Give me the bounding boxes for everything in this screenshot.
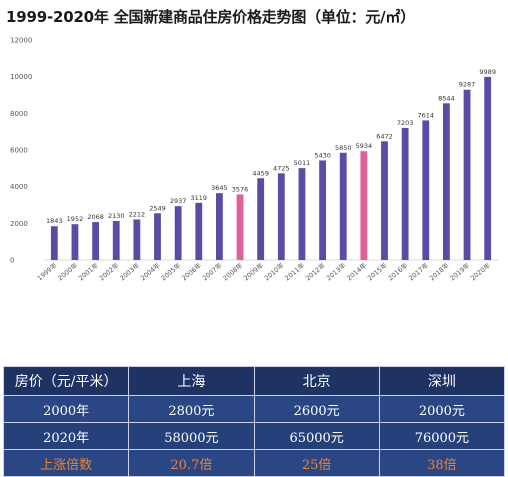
x-tick-label: 2006年 (180, 260, 204, 282)
bar (236, 194, 244, 260)
bar (422, 120, 430, 260)
table-cell: 58000元 (128, 422, 255, 450)
y-tick-label: 6000 (10, 147, 28, 155)
x-tick-label: 2004年 (138, 260, 162, 282)
data-label: 9287 (459, 81, 476, 89)
bar (443, 103, 450, 260)
bar (381, 141, 388, 260)
bar (195, 202, 203, 260)
data-label: 4725 (273, 164, 290, 172)
x-tick-label: 2005年 (159, 260, 183, 282)
y-tick-label: 0 (10, 257, 14, 265)
data-label: 9989 (479, 68, 496, 76)
x-tick-label: 2015年 (365, 260, 389, 282)
table-cell: 2000年 (2, 395, 130, 423)
bar (463, 89, 471, 260)
bar (298, 168, 306, 260)
bar (339, 152, 347, 260)
table-cell: 65000元 (253, 422, 380, 450)
table-cell: 2020年 (2, 422, 130, 450)
table-header-row: 房价（元/平米） 上海 北京 深圳 (2, 366, 506, 396)
x-tick-label: 2003年 (118, 260, 142, 282)
y-tick-label: 4000 (10, 183, 28, 191)
x-tick-label: 2013年 (324, 260, 348, 282)
bar (277, 173, 285, 260)
x-tick-label: 2002年 (97, 260, 121, 282)
x-tick-label: 2000年 (56, 260, 80, 282)
data-label: 4459 (252, 169, 269, 177)
x-tick-label: 2007年 (200, 260, 224, 282)
y-tick-label: 2000 (10, 220, 28, 228)
table-header-cell: 北京 (253, 366, 380, 396)
table-row-multiplier: 上涨倍数 20.7倍 25倍 38倍 (2, 449, 506, 477)
bar (484, 76, 492, 260)
bar (112, 220, 120, 260)
x-tick-label: 2008年 (221, 260, 245, 282)
data-label: 3645 (211, 184, 228, 192)
data-label: 5430 (314, 151, 331, 159)
data-label: 2130 (108, 212, 125, 220)
x-tick-label: 2019年 (448, 260, 472, 282)
bar (174, 206, 182, 260)
x-tick-label: 2020年 (469, 260, 493, 282)
chart-title: 1999-2020年 全国新建商品住房价格走势图（单位：元/㎡） (6, 8, 416, 26)
data-label: 2549 (149, 204, 166, 212)
data-label: 7614 (417, 111, 434, 119)
data-label: 1952 (67, 215, 84, 223)
bar (133, 219, 141, 260)
data-label: 3576 (232, 185, 249, 193)
price-comparison-table: 房价（元/平米） 上海 北京 深圳 2000年 2800元 2600元 2000… (2, 366, 506, 477)
table-header-cell: 上海 (128, 366, 255, 396)
bar (257, 178, 265, 260)
table-row: 2020年 58000元 65000元 76000元 (2, 422, 506, 450)
data-label: 2068 (87, 213, 104, 221)
y-tick-label: 8000 (10, 110, 28, 118)
y-tick-label: 10000 (10, 73, 32, 81)
x-tick-label: 2009年 (242, 260, 266, 282)
table-cell: 20.7倍 (128, 449, 255, 477)
bar (319, 160, 326, 260)
table-cell: 2600元 (253, 395, 380, 423)
table-cell: 25倍 (253, 449, 380, 477)
bar (71, 224, 79, 260)
table-header-cell: 深圳 (378, 366, 506, 396)
x-tick-label: 1999年 (35, 260, 59, 282)
table-header-cell: 房价（元/平米） (2, 366, 130, 396)
bar (401, 127, 409, 260)
data-label: 1843 (46, 217, 63, 225)
x-tick-label: 2001年 (76, 260, 100, 282)
table-cell: 2800元 (128, 395, 255, 423)
data-label: 3119 (190, 194, 207, 202)
data-label: 7203 (397, 119, 414, 127)
x-tick-label: 2018年 (427, 260, 451, 282)
data-label: 8544 (438, 94, 455, 102)
table-row: 2000年 2800元 2600元 2000元 (2, 395, 506, 423)
x-tick-label: 2016年 (386, 260, 410, 282)
data-label: 5011 (294, 159, 311, 167)
table-cell: 76000元 (378, 422, 506, 450)
data-label: 2937 (170, 197, 187, 205)
table-cell: 2000元 (378, 395, 506, 423)
data-label: 2212 (129, 210, 146, 218)
data-label: 6472 (376, 132, 393, 140)
y-tick-label: 12000 (10, 37, 32, 45)
bar (216, 193, 223, 260)
bar (92, 222, 99, 260)
data-label: 5850 (335, 144, 352, 152)
table-cell: 上涨倍数 (2, 449, 130, 477)
x-tick-label: 2012年 (303, 260, 327, 282)
x-tick-label: 2010年 (262, 260, 286, 282)
table-cell: 38倍 (378, 449, 506, 477)
data-label: 5934 (356, 142, 373, 150)
x-tick-label: 2017年 (407, 260, 431, 282)
bar (154, 213, 161, 260)
bar (50, 226, 58, 260)
bar (360, 151, 368, 260)
bar-chart: 0 2000 4000 6000 8000 10000 12000 1843 1999年 1952… (10, 37, 498, 282)
x-tick-label: 2011年 (283, 260, 307, 282)
x-tick-label: 2014年 (345, 260, 369, 282)
